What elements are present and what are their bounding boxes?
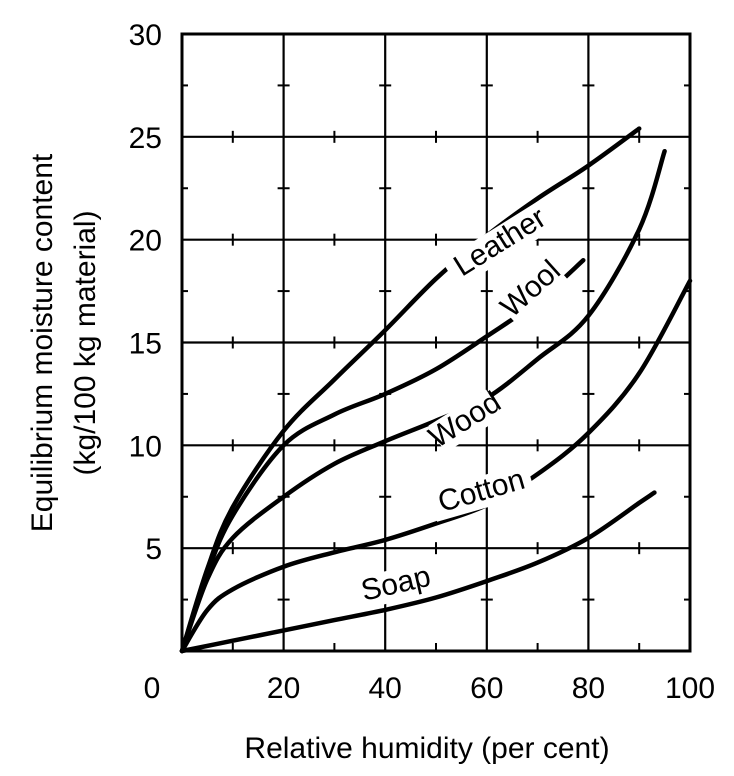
series-label-bg [428, 462, 536, 522]
x-tick-label: 100 [665, 672, 715, 705]
series-label-bg [495, 255, 568, 325]
x-tick-label: 0 [144, 672, 161, 705]
y-tick-label: 10 [129, 430, 162, 463]
x-axis-label: Relative humidity (per cent) [244, 732, 609, 765]
series-curves [179, 126, 693, 654]
y-tick-label: 25 [129, 122, 162, 155]
series-label-cotton: Cotton [428, 462, 536, 522]
series-label-bg [359, 561, 433, 609]
y-tick-label: 20 [129, 225, 162, 258]
series-label-bg [428, 389, 504, 453]
minor-ticks [182, 84, 690, 651]
series-label-bg [441, 198, 560, 289]
x-tick-label: 80 [572, 672, 605, 705]
series-label-wool: Wool [494, 254, 568, 325]
y-tick-labels: 5 10 15 20 25 30 [129, 19, 162, 566]
y-axis-label-line1: Equilibrium moisture content [26, 153, 59, 532]
x-tick-label: 40 [369, 672, 402, 705]
series-label-text: Cotton [434, 463, 528, 519]
series-line-soap [179, 490, 657, 654]
x-tick-label: 20 [267, 672, 300, 705]
y-tick-label: 5 [145, 533, 162, 566]
series-line-leather [179, 126, 642, 654]
series-label-text: Wood [423, 385, 506, 454]
y-tick-label: 30 [129, 19, 162, 52]
y-tick-label: 15 [129, 328, 162, 361]
y-axis-label-line2: (kg/100 kg material) [69, 210, 102, 475]
x-tick-label: 60 [470, 672, 503, 705]
series-line-wool [179, 257, 586, 654]
series-line-wood [179, 148, 667, 654]
x-tick-labels: 0 20 40 60 80 100 [144, 672, 715, 705]
series-line-cotton [179, 278, 693, 654]
plot-frame [180, 32, 692, 653]
